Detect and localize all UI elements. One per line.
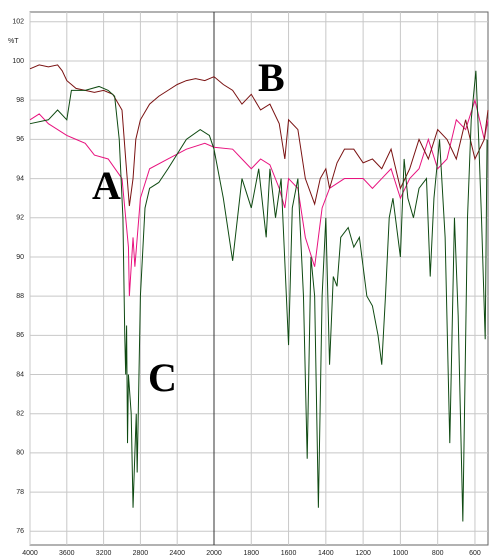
curve-label: B bbox=[258, 55, 285, 100]
x-tick-label: 2000 bbox=[206, 550, 222, 557]
spectrum-line bbox=[29, 98, 489, 297]
y-axis-label: %T bbox=[8, 38, 19, 45]
spectrum-line bbox=[29, 70, 488, 522]
y-tick-label: 76 bbox=[16, 528, 24, 535]
x-tick-label: 1000 bbox=[393, 550, 409, 557]
y-tick-label: 80 bbox=[16, 450, 24, 457]
x-tick-label: 800 bbox=[432, 550, 444, 557]
spectrum-line bbox=[29, 64, 489, 207]
x-tick-label: 1200 bbox=[355, 550, 371, 557]
x-tick-label: 1400 bbox=[318, 550, 334, 557]
y-tick-label: 92 bbox=[16, 215, 24, 222]
curve-label: A bbox=[92, 163, 121, 208]
y-tick-label: 86 bbox=[16, 332, 24, 339]
y-tick-label: 90 bbox=[16, 254, 24, 261]
x-tick-label: 1800 bbox=[243, 550, 259, 557]
x-tick-label: 1600 bbox=[281, 550, 297, 557]
x-tick-label: 2400 bbox=[169, 550, 185, 557]
x-tick-label: 3200 bbox=[96, 550, 112, 557]
y-tick-label: 84 bbox=[16, 371, 24, 378]
x-tick-label: 2800 bbox=[133, 550, 149, 557]
y-tick-label: 78 bbox=[16, 489, 24, 496]
y-tick-label: 102 bbox=[12, 19, 24, 26]
x-tick-label: 4000 bbox=[22, 550, 38, 557]
x-tick-label: 600 bbox=[469, 550, 481, 557]
y-tick-label: 100 bbox=[12, 58, 24, 65]
y-tick-label: 96 bbox=[16, 136, 24, 143]
x-tick-label: 3600 bbox=[59, 550, 75, 557]
y-tick-label: 88 bbox=[16, 293, 24, 300]
y-tick-label: 98 bbox=[16, 97, 24, 104]
y-tick-label: 94 bbox=[16, 175, 24, 182]
y-tick-label: 82 bbox=[16, 411, 24, 418]
curve-label: C bbox=[148, 355, 177, 400]
